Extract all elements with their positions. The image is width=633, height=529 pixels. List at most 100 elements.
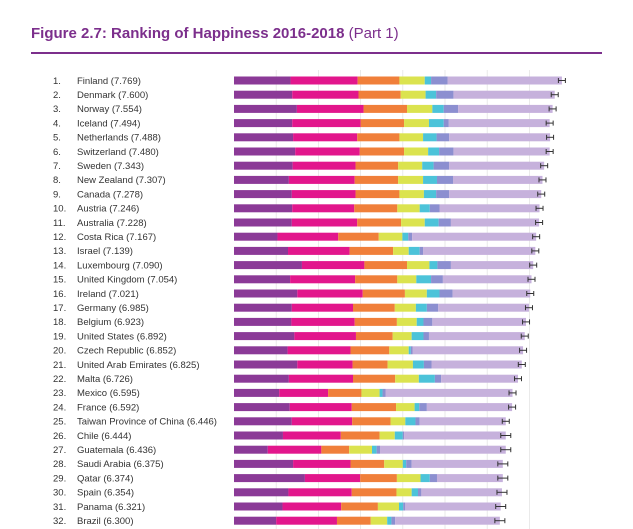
bar-segment <box>234 374 289 383</box>
rank-label: 12. <box>53 232 66 243</box>
country-label: Chile (6.444) <box>77 431 131 442</box>
bar-segment <box>352 417 391 426</box>
country-label: Germany (6.985) <box>77 303 149 314</box>
bar-segment <box>443 104 459 113</box>
bar-segment <box>452 289 531 298</box>
bar-segment <box>442 275 532 284</box>
bar-segment <box>277 232 339 241</box>
bar-segment <box>432 104 444 113</box>
bar-segment <box>423 190 437 199</box>
bar-segment <box>414 403 420 412</box>
bar-segment <box>234 133 294 142</box>
bar-segment <box>450 218 540 227</box>
bar-segment <box>370 516 388 525</box>
bar-segment <box>393 246 409 255</box>
bar-segment <box>436 190 450 199</box>
country-label: Luxembourg (7.090) <box>77 260 163 271</box>
bar-segment <box>407 104 433 113</box>
bar-segment <box>360 474 397 483</box>
bar-segment <box>412 232 537 241</box>
bar-segment <box>404 147 429 156</box>
bar-segment <box>234 445 268 454</box>
bar-segment <box>234 147 296 156</box>
bar-segment <box>289 403 352 412</box>
bar-segment <box>234 119 293 128</box>
bar-segment <box>288 488 352 497</box>
bar-segment <box>382 388 386 397</box>
bar-segment <box>408 246 420 255</box>
bar-segment <box>396 403 415 412</box>
bar-segment <box>293 459 351 468</box>
country-label: Netherlands (7.488) <box>77 133 161 144</box>
rank-label: 27. <box>53 445 66 456</box>
bar-segment <box>351 488 397 497</box>
bar-segment <box>362 289 405 298</box>
bar-segment <box>428 119 444 128</box>
bar-segment <box>234 417 292 426</box>
country-label: Switzerland (7.480) <box>77 147 159 158</box>
bar-segment <box>234 218 292 227</box>
bar-segment <box>411 488 418 497</box>
bar-segment <box>355 190 400 199</box>
bar-segment <box>234 459 294 468</box>
bar-segment <box>359 147 405 156</box>
bar-segment <box>421 488 502 497</box>
bar-segment <box>406 459 412 468</box>
figure-title-main: Figure 2.7: Ranking of Happiness 2016-20… <box>31 25 345 42</box>
country-label: Iceland (7.494) <box>77 118 140 129</box>
country-label: Malta (6.726) <box>77 374 133 385</box>
bar-segment <box>378 232 403 241</box>
figure-title-part: (Part 1) <box>348 25 399 42</box>
country-label: Qatar (6.374) <box>77 473 134 484</box>
bar-segment <box>453 175 543 184</box>
bar-segment <box>234 346 288 355</box>
bar-segment <box>354 204 398 213</box>
rank-label: 20. <box>53 346 66 357</box>
bar-segment <box>416 275 432 284</box>
rank-label: 28. <box>53 459 66 470</box>
bar-segment <box>288 175 355 184</box>
bar-segment <box>394 303 416 312</box>
bar-segment <box>426 303 439 312</box>
bar-segment <box>425 90 437 99</box>
rank-label: 6. <box>53 147 61 158</box>
bar-segment <box>449 133 551 142</box>
bar-segment <box>384 459 403 468</box>
rank-label: 18. <box>53 317 66 328</box>
bar-segment <box>439 147 454 156</box>
country-label: Belgium (6.923) <box>77 317 144 328</box>
bar-segment <box>291 317 355 326</box>
bar-segment <box>387 516 392 525</box>
bar-segment <box>234 332 295 341</box>
bar-segment <box>336 516 371 525</box>
bar-segment <box>439 204 540 213</box>
rank-label: 30. <box>53 488 66 499</box>
rank-label: 10. <box>53 204 66 215</box>
bar-segment <box>354 175 399 184</box>
bar-segment <box>357 218 402 227</box>
title-divider <box>31 52 602 54</box>
bar-segment <box>301 261 365 270</box>
bar-segment <box>234 90 293 99</box>
country-label: United Arab Emirates (6.825) <box>77 360 200 371</box>
rank-label: 24. <box>53 402 66 413</box>
bar-segment <box>417 488 422 497</box>
bar-segment <box>351 403 397 412</box>
bar-segment <box>282 431 341 440</box>
bar-segment <box>391 516 396 525</box>
bar-segment <box>234 275 291 284</box>
bar-segment <box>405 502 501 511</box>
bar-segment <box>402 232 409 241</box>
bar-segment <box>436 133 450 142</box>
bar-segment <box>458 104 553 113</box>
country-label: Finland (7.769) <box>77 76 141 87</box>
bar-segment <box>380 445 506 454</box>
country-label: Costa Rica (7.167) <box>77 232 156 243</box>
bar-segment <box>279 388 329 397</box>
country-label: Mexico (6.595) <box>77 388 140 399</box>
rank-label: 26. <box>53 431 66 442</box>
bar-segment <box>433 161 450 170</box>
bar-segment <box>292 90 359 99</box>
bar-segment <box>387 360 413 369</box>
bar-segment <box>290 275 356 284</box>
